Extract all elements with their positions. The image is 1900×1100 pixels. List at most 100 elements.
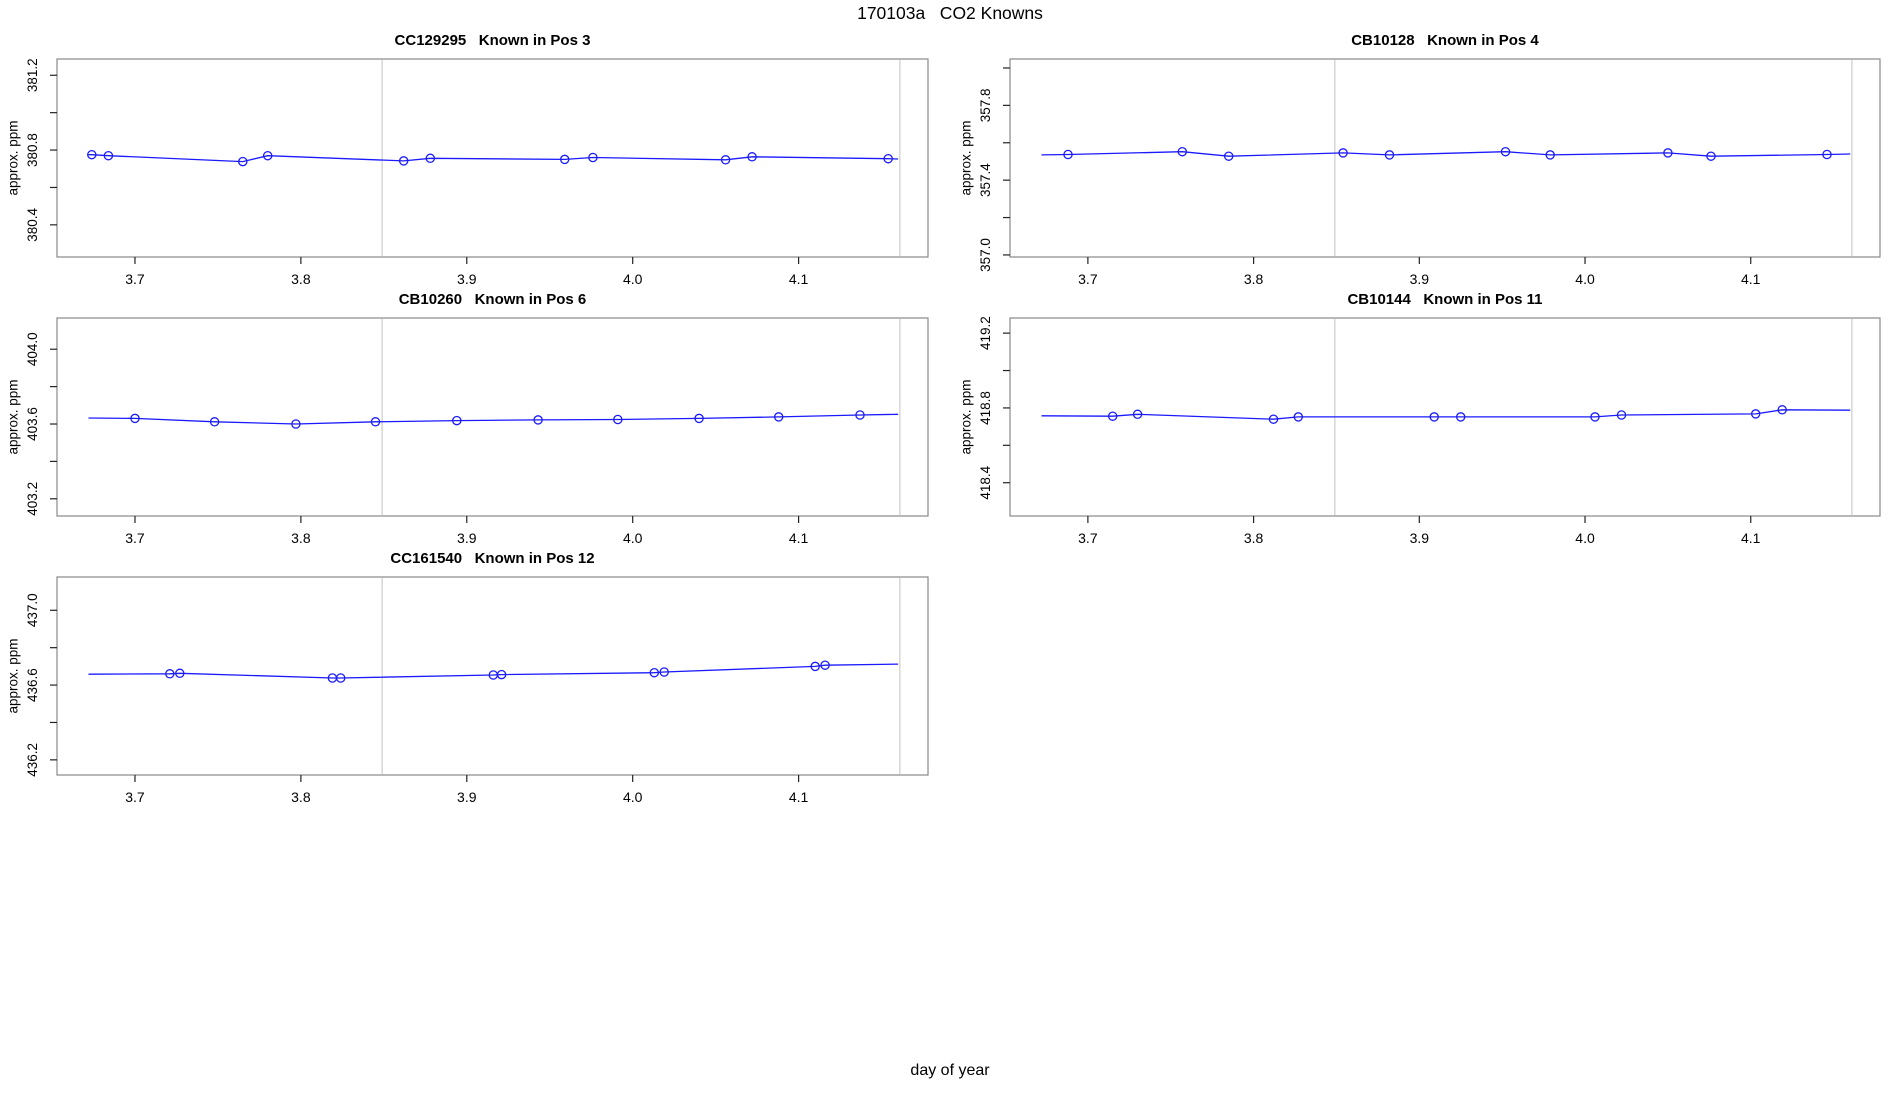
series-line [1041, 151, 1851, 157]
data-point [720, 155, 731, 165]
plot-box [56, 576, 929, 776]
data-point [1107, 411, 1118, 421]
series-line [88, 154, 899, 163]
y-tick-label: 404.0 [25, 332, 40, 366]
y-axis-label: approx. ppm [5, 379, 21, 455]
subplot-title: CC161540 Known in Pos 12 [390, 550, 595, 567]
x-tick-label: 3.8 [1244, 530, 1264, 546]
x-tick-label: 3.8 [291, 789, 311, 805]
series-line [88, 413, 899, 425]
data-point [1132, 409, 1143, 420]
data-point [1822, 149, 1832, 160]
data-point [747, 152, 757, 162]
x-tick-label: 3.7 [125, 789, 145, 805]
y-tick-label: 357.4 [978, 163, 993, 197]
data-point [883, 153, 893, 164]
x-tick-label: 3.7 [125, 271, 145, 287]
y-tick-label: 381.2 [25, 58, 40, 92]
data-point [588, 152, 598, 163]
data-point [1663, 148, 1673, 158]
data-point [209, 417, 220, 427]
data-point [773, 412, 784, 422]
subplot-title: CB10260 Known in Pos 6 [398, 291, 587, 308]
x-tick-label: 3.9 [1410, 530, 1430, 546]
y-tick-label: 380.4 [25, 207, 40, 241]
data-point [238, 156, 248, 167]
x-tick-label: 4.1 [789, 789, 809, 805]
x-tick-label: 4.1 [1741, 530, 1761, 546]
y-tick-label: 418.8 [978, 391, 993, 425]
data-point [613, 414, 623, 425]
data-point [820, 660, 830, 670]
y-tick-label: 436.6 [25, 668, 40, 702]
x-tick-label: 4.0 [623, 789, 643, 805]
data-point [370, 417, 381, 427]
data-point [496, 669, 507, 680]
data-point [262, 150, 273, 161]
x-tick-label: 4.1 [789, 271, 809, 287]
x-tick-label: 3.7 [1078, 530, 1098, 546]
x-tick-label: 4.0 [1575, 271, 1595, 287]
data-point [1384, 150, 1395, 160]
data-point [810, 661, 820, 672]
data-point [291, 419, 301, 429]
data-point [1268, 414, 1279, 424]
data-point [175, 668, 185, 679]
data-point [1777, 405, 1787, 415]
data-point [1545, 150, 1555, 160]
series-line [1041, 409, 1851, 420]
y-axis-label: approx. ppm [5, 638, 21, 714]
data-point [1590, 412, 1600, 422]
x-tick-label: 3.7 [125, 530, 145, 546]
plot-box [56, 58, 929, 258]
data-point [1750, 409, 1761, 419]
y-axis-label: approx. ppm [958, 120, 974, 196]
figure-title: 170103a CO2 Knowns [857, 3, 1043, 23]
data-point [1500, 146, 1511, 157]
x-tick-label: 4.0 [623, 530, 643, 546]
x-tick-label: 4.1 [789, 530, 809, 546]
data-point [103, 150, 114, 161]
plot-box [56, 317, 929, 517]
y-tick-label: 436.2 [25, 743, 40, 777]
plot-box [1009, 58, 1881, 258]
data-point [425, 153, 436, 164]
data-point [1706, 151, 1716, 161]
subplot-title: CB10144 Known in Pos 11 [1347, 291, 1543, 308]
y-axis-label: approx. ppm [958, 379, 974, 455]
data-point [452, 415, 462, 426]
x-axis-global-label: day of year [910, 1062, 990, 1079]
data-point [1063, 149, 1073, 160]
y-tick-label: 357.0 [978, 238, 993, 272]
data-point [1616, 410, 1627, 420]
data-point [855, 410, 865, 420]
y-tick-label: 380.8 [25, 133, 40, 167]
y-tick-label: 418.4 [978, 465, 993, 499]
data-point [649, 667, 660, 678]
x-tick-label: 3.8 [291, 271, 311, 287]
data-point [398, 156, 409, 166]
data-point [335, 673, 346, 683]
data-point [533, 415, 543, 425]
y-tick-label: 437.0 [25, 593, 40, 627]
data-point [1293, 412, 1304, 422]
data-point [559, 154, 570, 165]
x-tick-label: 3.9 [1410, 271, 1430, 287]
y-tick-label: 403.6 [25, 407, 40, 441]
data-point [130, 413, 140, 424]
data-point [1429, 412, 1439, 422]
data-point [165, 669, 175, 679]
y-tick-label: 419.2 [978, 316, 993, 350]
x-tick-label: 3.9 [457, 789, 477, 805]
data-point [659, 667, 669, 677]
data-point [87, 149, 97, 160]
x-tick-label: 3.7 [1078, 271, 1098, 287]
plot-box [1009, 317, 1881, 517]
y-tick-label: 357.8 [978, 88, 993, 122]
data-point [1223, 151, 1234, 161]
data-point [1455, 412, 1466, 422]
data-point [694, 413, 704, 424]
y-tick-label: 403.2 [25, 482, 40, 516]
